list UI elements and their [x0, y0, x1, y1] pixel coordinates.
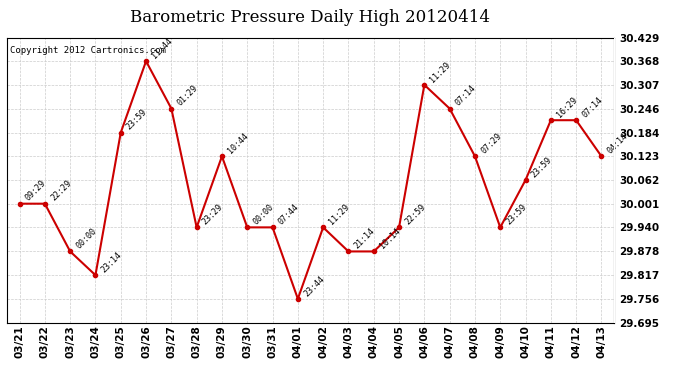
Text: 07:44: 07:44 — [277, 202, 301, 226]
Text: 22:59: 22:59 — [403, 202, 427, 226]
Text: 10:14: 10:14 — [378, 226, 402, 251]
Text: 23:59: 23:59 — [530, 155, 554, 179]
Text: 07:29: 07:29 — [479, 132, 503, 156]
Text: Barometric Pressure Daily High 20120414: Barometric Pressure Daily High 20120414 — [130, 9, 491, 26]
Text: Copyright 2012 Cartronics.com: Copyright 2012 Cartronics.com — [10, 46, 166, 55]
Text: 11:44: 11:44 — [150, 36, 175, 60]
Text: 16:29: 16:29 — [555, 95, 579, 119]
Text: 11:29: 11:29 — [327, 202, 351, 226]
Text: 07:14: 07:14 — [454, 84, 478, 108]
Text: 23:59: 23:59 — [125, 108, 149, 132]
Text: 04:14: 04:14 — [606, 132, 630, 156]
Text: 21:14: 21:14 — [353, 226, 377, 251]
Text: 23:14: 23:14 — [99, 250, 124, 274]
Text: 09:29: 09:29 — [23, 179, 48, 203]
Text: 11:29: 11:29 — [428, 60, 453, 84]
Text: 07:14: 07:14 — [580, 95, 604, 119]
Text: 00:00: 00:00 — [251, 202, 275, 226]
Text: 23:59: 23:59 — [504, 202, 529, 226]
Text: 23:44: 23:44 — [302, 274, 326, 298]
Text: 23:29: 23:29 — [201, 202, 225, 226]
Text: 22:29: 22:29 — [49, 179, 73, 203]
Text: 00:00: 00:00 — [75, 226, 99, 251]
Text: 10:44: 10:44 — [226, 132, 250, 156]
Text: 01:29: 01:29 — [175, 84, 199, 108]
